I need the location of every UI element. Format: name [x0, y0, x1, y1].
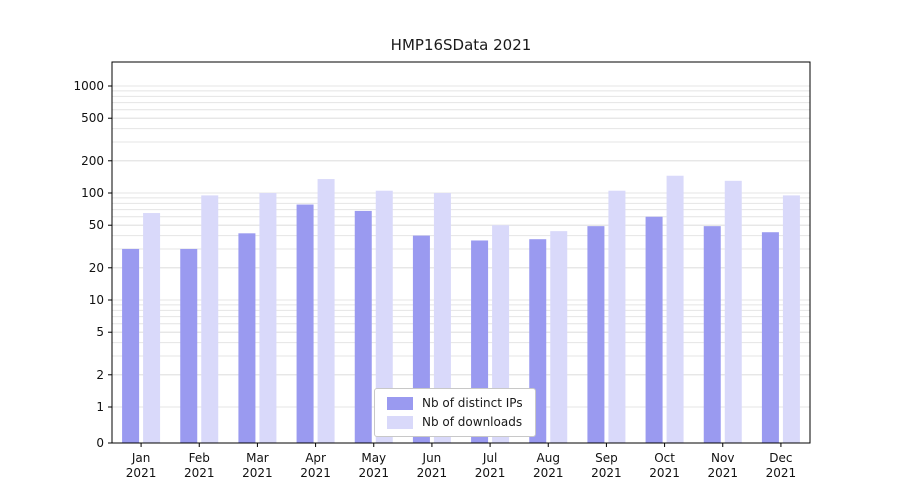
- bar: [122, 248, 140, 443]
- bar: [317, 179, 335, 443]
- x-tick-label-year: 2021: [184, 466, 215, 480]
- legend-label-distinct-ips: Nb of distinct IPs: [422, 396, 523, 410]
- bar: [296, 204, 314, 443]
- bar: [608, 190, 626, 443]
- bar: [666, 175, 684, 443]
- x-tick-label-year: 2021: [533, 466, 564, 480]
- legend-swatch-downloads: [387, 415, 413, 429]
- bar: [724, 180, 742, 444]
- x-tick-label-year: 2021: [242, 466, 273, 480]
- x-tick-label-month: Apr: [305, 451, 326, 465]
- y-tick-label: 10: [89, 293, 104, 307]
- y-tick-label: 200: [81, 154, 104, 168]
- bar: [645, 216, 663, 443]
- x-tick-label-month: Sep: [595, 451, 618, 465]
- bar: [259, 193, 277, 443]
- y-tick-label: 5: [96, 325, 104, 339]
- bar: [761, 232, 779, 443]
- y-tick-label: 1: [96, 400, 104, 414]
- x-tick-label-year: 2021: [475, 466, 506, 480]
- x-tick-label-month: Feb: [189, 451, 210, 465]
- x-tick-label-year: 2021: [766, 466, 797, 480]
- x-tick-label-month: Oct: [654, 451, 675, 465]
- x-tick-label-year: 2021: [649, 466, 680, 480]
- x-tick-label-year: 2021: [417, 466, 448, 480]
- x-tick-label-month: Jan: [131, 451, 151, 465]
- plot-border: [111, 61, 811, 444]
- x-tick-label-month: Dec: [769, 451, 792, 465]
- legend-swatch-distinct-ips: [387, 396, 413, 410]
- x-tick-label-month: Aug: [537, 451, 560, 465]
- plot-background: [112, 62, 810, 443]
- x-tick-label-month: Mar: [246, 451, 269, 465]
- x-tick-label-year: 2021: [591, 466, 622, 480]
- bar: [587, 226, 605, 443]
- y-tick-label: 0: [96, 436, 104, 450]
- y-tick-label: 100: [81, 186, 104, 200]
- bar: [180, 248, 198, 443]
- bar: [354, 210, 372, 443]
- y-tick-label: 500: [81, 111, 104, 125]
- x-tick-label-year: 2021: [707, 466, 738, 480]
- y-tick-label: 1000: [73, 79, 104, 93]
- bar: [375, 190, 393, 443]
- bar: [201, 195, 219, 443]
- legend-item-downloads: Nb of downloads: [387, 415, 523, 429]
- x-tick-label-year: 2021: [300, 466, 331, 480]
- y-tick-label: 2: [96, 368, 104, 382]
- y-tick-label: 50: [89, 218, 104, 232]
- x-tick-label-month: Nov: [711, 451, 734, 465]
- y-tick-label: 20: [89, 261, 104, 275]
- legend: Nb of distinct IPs Nb of downloads: [374, 388, 536, 437]
- bar: [550, 231, 568, 443]
- x-tick-label-year: 2021: [358, 466, 389, 480]
- bar: [143, 213, 161, 443]
- x-tick-label-year: 2021: [126, 466, 157, 480]
- bar: [703, 226, 721, 443]
- legend-item-distinct-ips: Nb of distinct IPs: [387, 396, 523, 410]
- x-tick-label-month: May: [361, 451, 386, 465]
- legend-label-downloads: Nb of downloads: [422, 415, 523, 429]
- chart-title: HMP16SData 2021: [390, 36, 532, 54]
- bar: [782, 195, 800, 443]
- bar: [238, 233, 256, 443]
- bar: [433, 193, 451, 443]
- x-tick-label-month: Jul: [482, 451, 497, 465]
- x-tick-label-month: Jun: [422, 451, 442, 465]
